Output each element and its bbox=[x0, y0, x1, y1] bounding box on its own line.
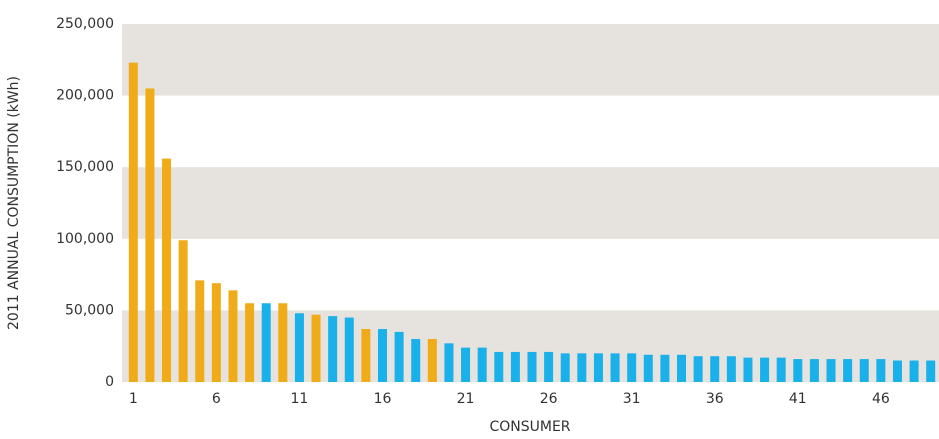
bar bbox=[859, 359, 869, 382]
x-tick-label: 16 bbox=[374, 391, 392, 407]
bar bbox=[178, 240, 188, 382]
x-tick-label: 46 bbox=[872, 391, 890, 407]
bar bbox=[560, 353, 570, 382]
x-tick-label: 1 bbox=[129, 391, 138, 407]
bar bbox=[477, 347, 487, 382]
grid-band bbox=[122, 167, 939, 239]
bar bbox=[211, 283, 221, 382]
bar bbox=[809, 359, 819, 382]
x-tick-label: 31 bbox=[623, 391, 641, 407]
bar bbox=[510, 351, 520, 382]
bar bbox=[162, 158, 172, 382]
bar bbox=[693, 356, 703, 382]
x-tick-label: 36 bbox=[706, 391, 724, 407]
x-tick-label: 21 bbox=[457, 391, 475, 407]
bar bbox=[892, 360, 902, 382]
bar bbox=[344, 317, 354, 382]
bar bbox=[677, 354, 687, 382]
bar bbox=[527, 351, 537, 382]
x-axis-label: CONSUMER bbox=[489, 419, 570, 435]
bar bbox=[826, 359, 836, 382]
bar bbox=[228, 290, 238, 382]
bar bbox=[145, 88, 155, 382]
grid-band bbox=[122, 24, 939, 96]
bar bbox=[627, 353, 637, 382]
bar bbox=[760, 357, 770, 382]
x-tick-label: 11 bbox=[291, 391, 309, 407]
bar bbox=[544, 351, 554, 382]
bar bbox=[843, 359, 853, 382]
bar bbox=[444, 343, 454, 382]
bar bbox=[710, 356, 720, 382]
bar bbox=[461, 347, 471, 382]
y-tick-label: 200,000 bbox=[56, 88, 114, 104]
bar bbox=[610, 353, 620, 382]
bar bbox=[128, 62, 138, 382]
bar bbox=[726, 356, 736, 382]
bar bbox=[793, 359, 803, 382]
y-tick-label: 0 bbox=[105, 374, 114, 390]
bar bbox=[743, 357, 753, 382]
y-tick-label: 150,000 bbox=[56, 159, 114, 175]
bar bbox=[643, 354, 653, 382]
bar bbox=[294, 313, 304, 382]
x-tick-label: 26 bbox=[540, 391, 558, 407]
bar bbox=[926, 360, 936, 382]
bar bbox=[261, 303, 271, 382]
bar bbox=[427, 339, 437, 382]
y-tick-label: 100,000 bbox=[56, 231, 114, 247]
bar bbox=[876, 359, 886, 382]
bar bbox=[361, 329, 371, 382]
bar bbox=[278, 303, 288, 382]
bar bbox=[494, 351, 504, 382]
bar bbox=[245, 303, 255, 382]
bar bbox=[660, 354, 670, 382]
bar bbox=[195, 280, 205, 382]
bar bbox=[311, 314, 321, 382]
bar bbox=[411, 339, 421, 382]
x-tick-label: 41 bbox=[789, 391, 807, 407]
y-axis-label: 2011 ANNUAL CONSUMPTION (kWh) bbox=[6, 76, 22, 330]
bar bbox=[577, 353, 587, 382]
y-tick-label: 50,000 bbox=[65, 302, 114, 318]
bar bbox=[593, 353, 603, 382]
x-tick-label: 6 bbox=[212, 391, 221, 407]
bar bbox=[776, 357, 786, 382]
bar bbox=[394, 331, 404, 382]
bar bbox=[909, 360, 919, 382]
bar bbox=[377, 329, 387, 382]
bar bbox=[328, 316, 338, 382]
y-tick-label: 250,000 bbox=[56, 16, 114, 32]
